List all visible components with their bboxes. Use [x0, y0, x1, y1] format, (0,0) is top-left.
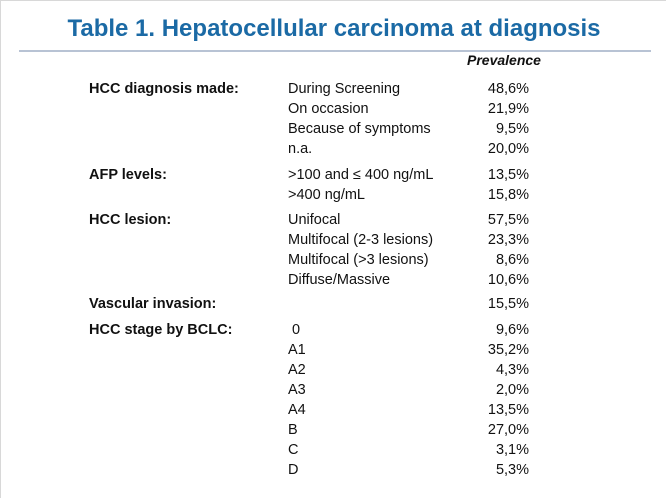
section-label-diagnosis: HCC diagnosis made: — [89, 81, 239, 97]
table-row: A1 35,2% — [1, 340, 666, 360]
row-category: Unifocal — [288, 212, 341, 228]
row-category: >400 ng/mL — [288, 187, 365, 203]
row-value: 9,5% — [495, 121, 529, 137]
table-row: n.a. 20,0% — [1, 139, 666, 159]
row-category: During Screening — [288, 81, 401, 97]
row-value: 8,6% — [495, 252, 529, 268]
table-row: Diffuse/Massive 10,6% — [1, 270, 666, 290]
row-value: 57,5% — [487, 212, 529, 228]
table-row: A3 2,0% — [1, 380, 666, 400]
row-category: D — [288, 462, 299, 478]
section-label-bclc: HCC stage by BCLC: — [89, 322, 233, 338]
row-value: 20,0% — [487, 141, 529, 157]
table-row: C 3,1% — [1, 440, 666, 460]
row-value: 9,6% — [495, 322, 529, 338]
row-category: On occasion — [288, 101, 369, 117]
row-value: 27,0% — [487, 422, 529, 438]
row-value: 10,6% — [487, 272, 529, 288]
row-value: 5,3% — [495, 462, 529, 478]
row-value: 3,1% — [495, 442, 529, 458]
table-row: AFP levels: >100 and ≤ 400 ng/mL 13,5% — [1, 165, 666, 185]
table-row: HCC stage by BCLC: 0 9,6% — [1, 320, 666, 340]
row-category: Because of symptoms — [288, 121, 431, 137]
row-value: 15,5% — [487, 296, 529, 312]
row-category: C — [288, 442, 299, 458]
slide-title: Table 1. Hepatocellular carcinoma at dia… — [67, 15, 601, 42]
table-row: A4 13,5% — [1, 400, 666, 420]
table-row: HCC lesion: Unifocal 57,5% — [1, 210, 666, 230]
row-value: 48,6% — [487, 81, 529, 97]
row-category: A4 — [288, 402, 306, 418]
section-label-afp: AFP levels: — [89, 167, 167, 183]
row-category: Multifocal (>3 lesions) — [288, 252, 429, 268]
row-value: 13,5% — [487, 167, 529, 183]
row-category: Diffuse/Massive — [288, 272, 391, 288]
table-row: B 27,0% — [1, 420, 666, 440]
row-category: >100 and ≤ 400 ng/mL — [288, 167, 434, 183]
table-row: HCC diagnosis made: During Screening 48,… — [1, 79, 666, 99]
table-row: Multifocal (>3 lesions) 8,6% — [1, 250, 666, 270]
table-row: A2 4,3% — [1, 360, 666, 380]
table-row: Because of symptoms 9,5% — [1, 119, 666, 139]
column-header-prevalence: Prevalence — [467, 52, 541, 68]
table-row: Vascular invasion: 15,5% — [1, 294, 666, 314]
row-value: 15,8% — [487, 187, 529, 203]
section-label-lesion: HCC lesion: — [89, 212, 172, 228]
row-value: 35,2% — [487, 342, 529, 358]
row-category: A3 — [288, 382, 306, 398]
row-category: A2 — [288, 362, 306, 378]
row-value: 21,9% — [487, 101, 529, 117]
row-category: A1 — [288, 342, 306, 358]
table-row: >400 ng/mL 15,8% — [1, 185, 666, 205]
table-row: On occasion 21,9% — [1, 99, 666, 119]
row-category: 0 — [292, 322, 301, 338]
row-category: Multifocal (2-3 lesions) — [288, 232, 434, 248]
row-value: 4,3% — [495, 362, 529, 378]
table-row: D 5,3% — [1, 460, 666, 480]
title-divider — [19, 50, 651, 52]
row-category: n.a. — [288, 141, 313, 157]
section-label-vascular: Vascular invasion: — [89, 296, 217, 312]
row-category: B — [288, 422, 298, 438]
table-row: Multifocal (2-3 lesions) 23,3% — [1, 230, 666, 250]
row-value: 23,3% — [487, 232, 529, 248]
row-value: 2,0% — [495, 382, 529, 398]
row-value: 13,5% — [487, 402, 529, 418]
